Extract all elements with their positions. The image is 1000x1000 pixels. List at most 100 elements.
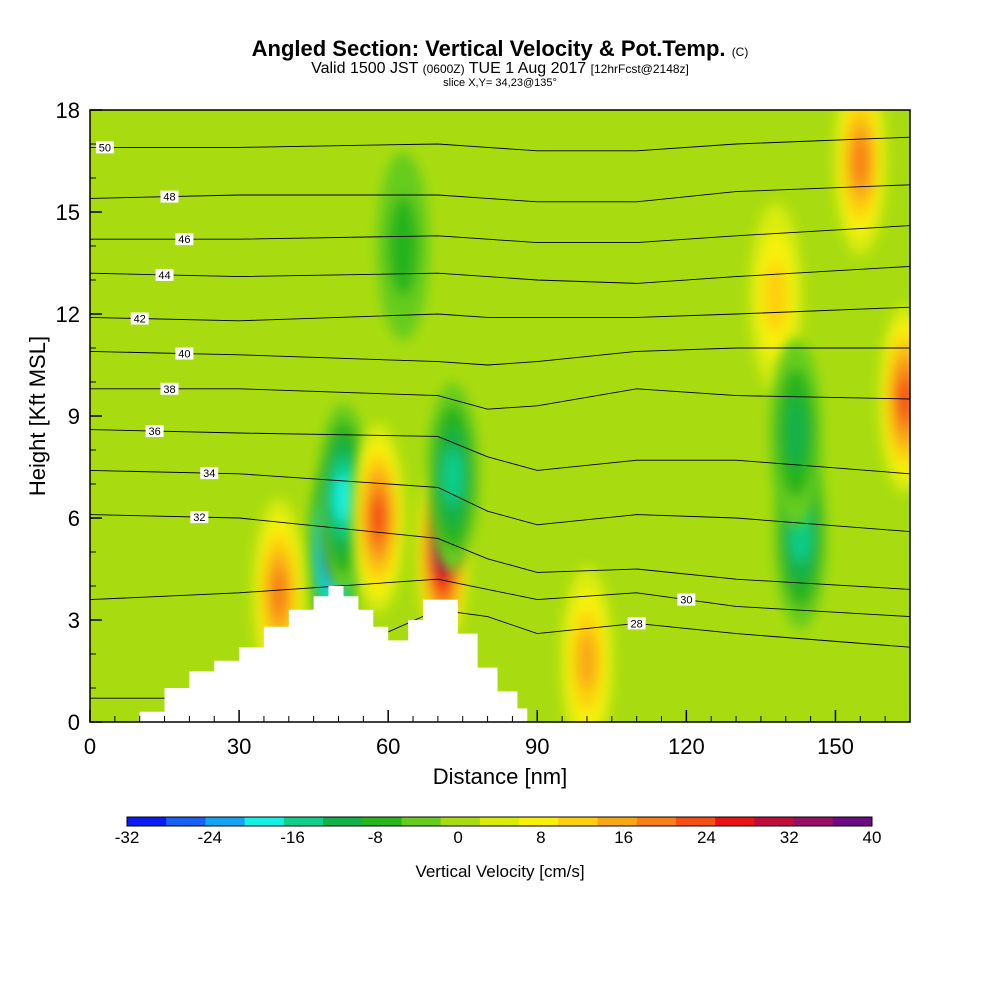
colorbar-tick-label: 8	[536, 828, 545, 847]
colorbar-swatch	[597, 817, 638, 826]
chart-subtitle: Valid 1500 JST (0600Z) TUE 1 Aug 2017 [1…	[311, 60, 689, 77]
colorbar-swatch	[793, 817, 834, 826]
colorbar-tick-label: -32	[115, 828, 140, 847]
theta-label-box	[200, 467, 219, 480]
theta-label-28: 28	[631, 618, 643, 630]
theta-contour-36	[90, 429, 910, 475]
theta-contour-34	[90, 469, 910, 533]
colorbar-tick-label: -24	[197, 828, 222, 847]
colorbar-frame	[126, 816, 873, 827]
theta-contour-42	[90, 306, 910, 322]
y-tick-label: 15	[56, 200, 80, 225]
colorbar-tick-label: 40	[863, 828, 882, 847]
theta-contour-38	[90, 388, 910, 410]
slice-label: slice X,Y= 34,23@135°	[443, 77, 557, 89]
velocity-level	[443, 449, 463, 506]
colorbar-swatch	[323, 817, 363, 826]
theta-label-box	[627, 617, 646, 630]
colorbar-tick-label: 16	[614, 828, 633, 847]
y-axis-label: Height [Kft MSL]	[25, 335, 50, 497]
colorbar-swatch	[832, 817, 873, 826]
theta-label-box	[677, 593, 696, 606]
velocity-cell-6	[560, 566, 614, 722]
theta-label-38: 38	[163, 384, 175, 396]
colorbar-swatch	[166, 817, 206, 826]
y-tick-label: 6	[68, 506, 80, 531]
colorbar-swatch	[127, 817, 167, 826]
velocity-cell-2	[351, 423, 405, 613]
y-tick-label: 12	[56, 302, 80, 327]
colorbar-swatch	[205, 817, 246, 826]
x-tick-label: 150	[817, 734, 854, 759]
theta-label-32: 32	[193, 512, 205, 524]
theta-label-box	[130, 312, 149, 325]
terrain-shape	[139, 586, 528, 722]
theta-label-46: 46	[178, 234, 190, 246]
x-tick-label: 0	[84, 734, 96, 759]
theta-label-42: 42	[134, 314, 146, 326]
theta-label-box	[160, 382, 179, 395]
x-tick-label: 120	[668, 734, 705, 759]
theta-label-box	[160, 190, 179, 203]
theta-label-34: 34	[203, 468, 215, 480]
theta-contour-44	[90, 265, 910, 284]
velocity-field	[90, 110, 910, 722]
theta-contour-32	[90, 514, 910, 590]
colorbar-swatch	[754, 817, 795, 826]
colorbar-tick-label: 0	[453, 828, 462, 847]
theta-contour-46	[90, 225, 910, 244]
theta-label-box	[145, 425, 164, 438]
colorbar-swatch	[519, 817, 559, 826]
colorbar-swatch	[675, 817, 716, 826]
velocity-level	[764, 261, 788, 333]
colorbar-swatch	[283, 817, 324, 826]
theta-label-40: 40	[178, 349, 190, 361]
theta-contours: 28 30 32 34 36 38 40 42 44 46 48 50	[90, 136, 910, 699]
y-tick-label: 18	[56, 98, 80, 123]
velocity-level	[370, 497, 386, 539]
colorbar-label: Vertical Velocity [cm/s]	[415, 862, 585, 881]
y-tick-label: 3	[68, 608, 80, 633]
colorbar-swatch	[715, 817, 755, 826]
theta-label-30: 30	[680, 595, 692, 607]
velocity-cell-4	[426, 382, 480, 572]
colorbar-swatch	[440, 817, 481, 826]
velocity-cell-11	[376, 151, 430, 341]
theta-contour-40	[90, 347, 910, 366]
colorbar-swatch	[636, 817, 677, 826]
x-axis-label: Distance [nm]	[432, 764, 568, 789]
theta-label-box	[95, 141, 114, 154]
theta-contour-48	[90, 184, 910, 203]
velocity-level	[387, 195, 419, 297]
colorbar-swatch	[362, 817, 402, 826]
y-tick-label: 0	[68, 710, 80, 735]
colorbar-swatch	[479, 817, 520, 826]
colorbar-tick-label: -8	[368, 828, 383, 847]
velocity-level	[851, 137, 869, 185]
colorbar-tick-label: 32	[780, 828, 799, 847]
theta-label-box	[175, 233, 194, 246]
colorbar-swatch	[558, 817, 599, 826]
theta-label-box	[155, 268, 174, 281]
theta-label-box	[190, 511, 209, 524]
terrain	[139, 586, 528, 722]
colorbar-swatch	[244, 817, 285, 826]
theta-contour-50	[90, 136, 910, 152]
theta-label-50: 50	[99, 142, 111, 154]
x-tick-label: 30	[227, 734, 251, 759]
x-tick-label: 90	[525, 734, 549, 759]
theta-label-48: 48	[163, 192, 175, 204]
velocity-cell-8	[833, 110, 887, 256]
theta-label-box	[175, 347, 194, 360]
velocity-cell-12	[769, 338, 823, 528]
theta-label-44: 44	[158, 270, 170, 282]
theta-label-36: 36	[148, 426, 160, 438]
velocity-level	[784, 397, 808, 469]
x-tick-label: 60	[376, 734, 400, 759]
theta-contour-30	[90, 578, 910, 618]
colorbar-swatch	[401, 817, 442, 826]
velocity-level	[270, 569, 288, 617]
colorbar-tick-label: -16	[280, 828, 305, 847]
